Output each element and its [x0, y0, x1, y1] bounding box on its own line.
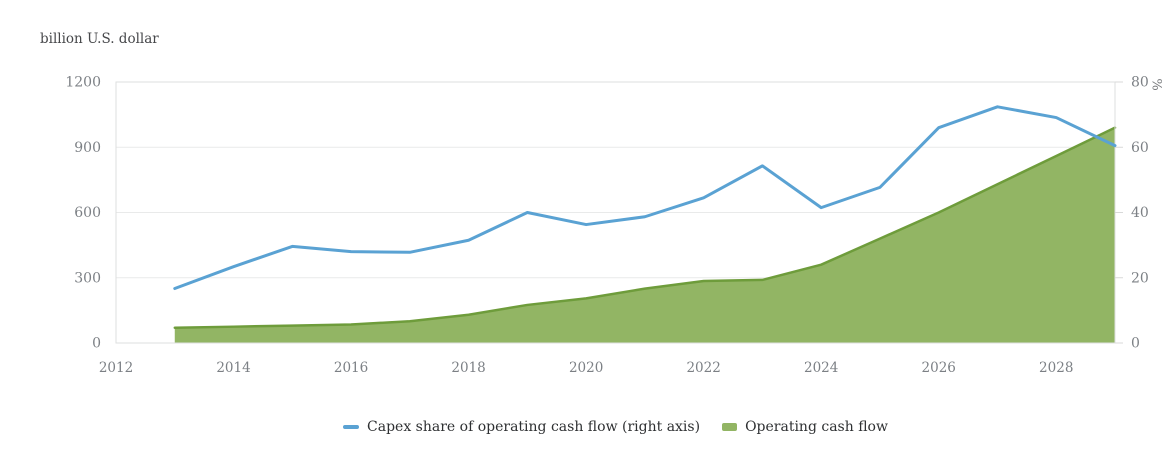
operating-cash-flow-edge [173, 126, 1117, 330]
x-axis-tick-label: 2016 [334, 360, 368, 376]
x-axis-tick-label: 2014 [216, 360, 250, 376]
left-axis-tick-label: 1200 [65, 75, 101, 91]
right-axis-tick-label: 0 [1131, 336, 1140, 352]
left-axis-title: billion U.S. dollar [40, 31, 159, 47]
x-axis-tick-label: 2020 [569, 360, 603, 376]
x-axis-tick-label: 2012 [99, 360, 133, 376]
right-axis-tick-label: 80 [1131, 75, 1149, 91]
area-series-swatch-icon [722, 423, 738, 431]
left-axis-tick-label: 0 [92, 336, 101, 352]
operating-cash-flow-area [174, 127, 1115, 343]
x-axis-tick-label: 2026 [922, 360, 956, 376]
legend-item-capex-share[interactable]: Capex share of operating cash flow (righ… [343, 419, 700, 435]
legend-label-operating-cash-flow: Operating cash flow [745, 419, 888, 435]
x-axis-tick-label: 2028 [1039, 360, 1073, 376]
left-axis-tick-label: 900 [74, 140, 101, 156]
x-axis-tick-label: 2024 [804, 360, 838, 376]
right-axis-tick-label: 60 [1131, 140, 1149, 156]
left-axis-tick-label: 600 [74, 205, 101, 221]
chart-legend: Capex share of operating cash flow (righ… [116, 419, 1115, 435]
legend-label-capex-share: Capex share of operating cash flow (righ… [367, 419, 701, 435]
left-axis-tick-label: 300 [74, 270, 101, 286]
right-axis-tick-label: 20 [1131, 270, 1149, 286]
legend-item-operating-cash-flow[interactable]: Operating cash flow [722, 419, 888, 435]
x-axis-tick-label: 2018 [451, 360, 485, 376]
capex-share-line [173, 105, 1117, 291]
line-series-swatch-icon [343, 425, 360, 429]
x-axis-tick-label: 2022 [686, 360, 720, 376]
right-axis-tick-label: 40 [1131, 205, 1149, 221]
